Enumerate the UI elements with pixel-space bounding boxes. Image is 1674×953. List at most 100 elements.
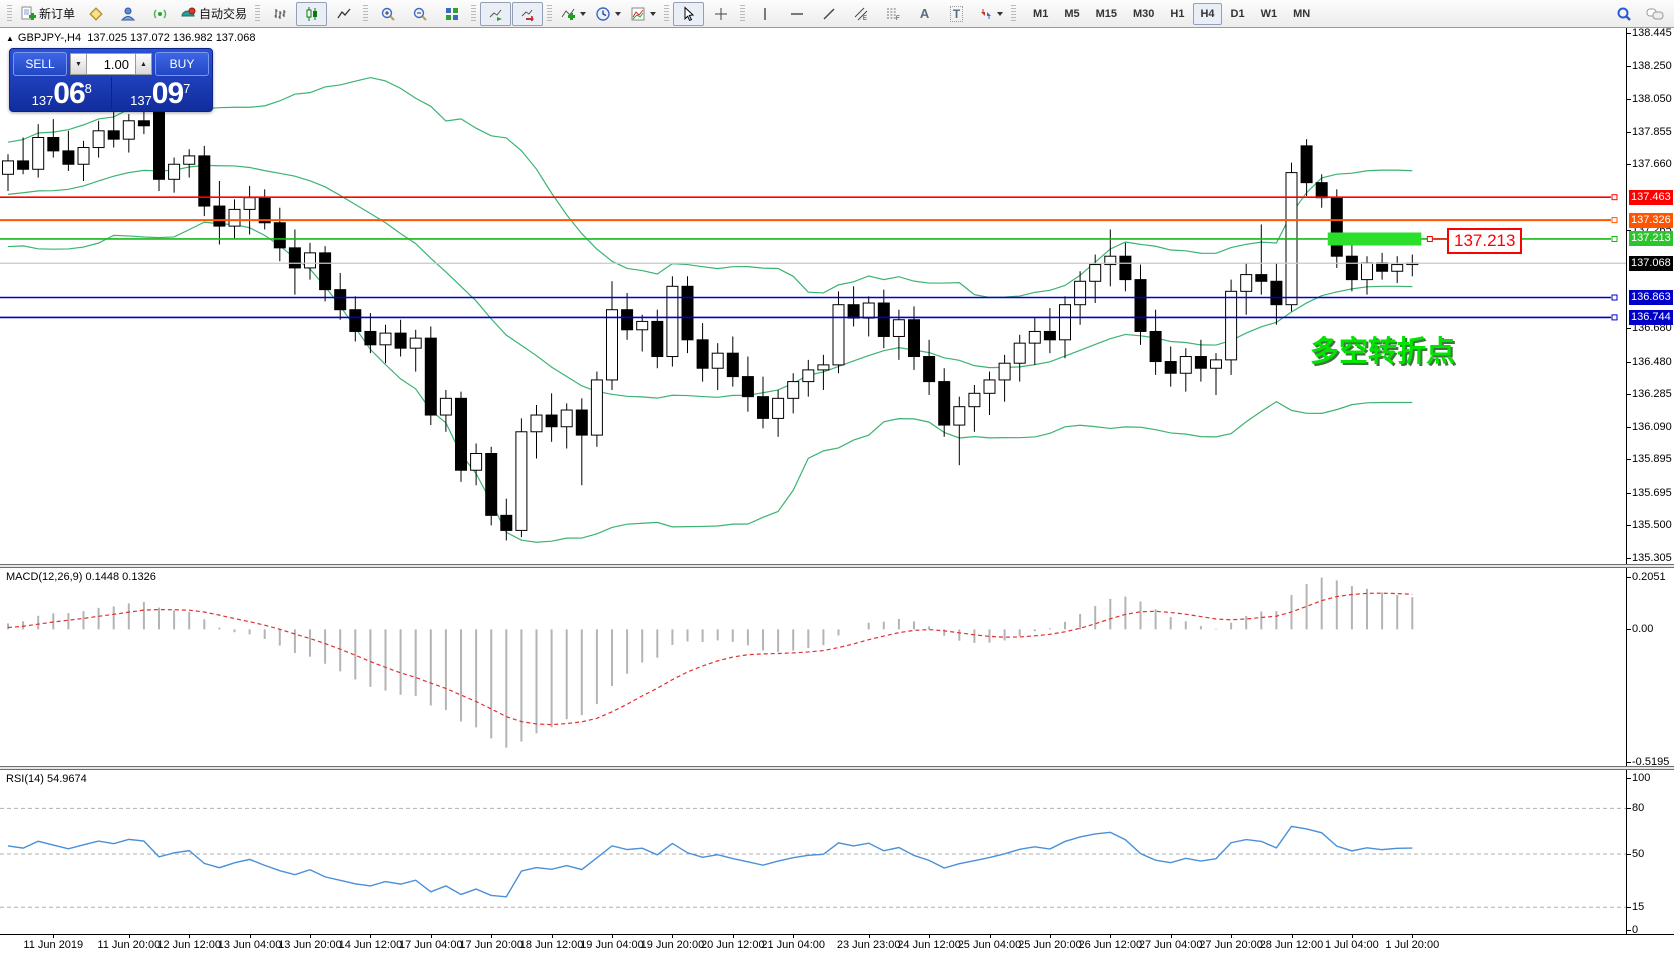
bullish-candle[interactable] [1391,264,1404,272]
line-end-marker[interactable] [1611,194,1618,201]
zoom-out-button[interactable] [404,2,435,26]
bearish-candle[interactable] [107,130,120,140]
candlestick-chart-button[interactable] [296,1,328,26]
bullish-candle[interactable] [560,409,573,428]
metaeditor-button[interactable] [80,2,111,26]
toolbar-drag-handle[interactable] [471,4,477,23]
line-end-marker[interactable] [1611,314,1618,321]
auto-scroll-button[interactable] [480,1,512,26]
bearish-candle[interactable] [1315,182,1328,199]
bullish-candle[interactable] [666,285,679,358]
text-tool-button[interactable]: A [909,2,940,26]
bearish-candle[interactable] [877,302,890,337]
bullish-candle[interactable] [817,364,830,371]
toolbar-drag-handle[interactable] [740,4,746,23]
timeframe-MN[interactable]: MN [1293,7,1311,20]
bearish-candle[interactable] [923,356,936,383]
toolbar-drag-handle[interactable] [1011,4,1017,23]
volume-down-button[interactable]: ▼ [70,53,87,75]
fibonacci-button[interactable]: F [877,2,908,26]
bearish-candle[interactable] [1149,330,1162,363]
bearish-candle[interactable] [500,514,513,531]
sell-button[interactable]: SELL [13,52,67,76]
vertical-line-button[interactable] [749,2,780,26]
bullish-candle[interactable] [92,130,105,149]
bullish-candle[interactable] [439,397,452,416]
bearish-candle[interactable] [1164,361,1177,374]
rsi-pane[interactable] [0,770,1626,934]
search-button[interactable] [1608,2,1639,26]
bearish-candle[interactable] [908,319,920,358]
indicators-button[interactable] [556,2,590,26]
bullish-candle[interactable] [892,319,905,337]
periods-button[interactable] [591,2,625,26]
bullish-candle[interactable] [1028,330,1041,344]
line-chart-button[interactable] [328,2,359,26]
bearish-candle[interactable] [349,309,362,332]
bearish-candle[interactable] [681,285,694,341]
bearish-candle[interactable] [1345,255,1358,281]
bullish-candle[interactable] [379,332,392,346]
bullish-candle[interactable] [183,155,196,165]
pane-splitter[interactable] [0,766,1674,770]
equidistant-channel-button[interactable]: E [845,2,876,26]
chart-annotation-text[interactable]: 多空转折点 [1310,336,1456,368]
chart-shift-button[interactable] [512,1,544,26]
bearish-candle[interactable] [153,111,165,180]
bearish-candle[interactable] [545,414,558,428]
bearish-candle[interactable] [288,247,301,269]
bullish-candle[interactable] [772,397,785,419]
bearish-candle[interactable] [1043,330,1056,341]
bearish-candle[interactable] [1270,280,1283,306]
timeframe-H4[interactable]: H4 [1193,2,1222,25]
timeframe-H1[interactable]: H1 [1170,7,1185,20]
bearish-candle[interactable] [364,330,377,346]
bearish-candle[interactable] [696,339,709,369]
bullish-candle[interactable] [1059,304,1071,341]
bullish-candle[interactable] [2,160,14,175]
bullish-candle[interactable] [832,304,845,366]
bearish-candle[interactable] [741,376,754,398]
bullish-candle[interactable] [862,302,875,319]
time-axis[interactable]: 11 Jun 2019 11 Jun 20:00 12 Jun 12:00 13 Ju… [0,934,1674,953]
horizontal-line-button[interactable] [781,2,812,26]
pane-splitter[interactable] [0,564,1674,568]
bullish-candle[interactable] [1074,280,1087,306]
timeframe-M30[interactable]: M30 [1133,7,1155,20]
timeframe-W1[interactable]: W1 [1260,7,1278,20]
line-end-marker[interactable] [1611,294,1618,301]
bearish-candle[interactable] [213,205,226,227]
toolbar-drag-handle[interactable] [547,4,553,23]
collapse-arrow-icon[interactable]: ▲ [6,34,14,43]
bullish-candle[interactable] [530,414,543,433]
cursor-button[interactable] [673,1,705,26]
bearish-candle[interactable] [847,304,860,319]
bullish-candle[interactable] [122,120,135,140]
bullish-candle[interactable] [77,147,90,165]
signals-button[interactable] [144,2,175,26]
templates-button[interactable] [626,2,660,26]
bollinger-lower-band[interactable] [7,221,1413,543]
buy-button[interactable]: BUY [155,52,209,76]
bullish-candle[interactable] [1089,264,1102,282]
bullish-candle[interactable] [606,309,618,381]
bullish-candle[interactable] [636,320,649,331]
bullish-candle[interactable] [1361,262,1373,281]
macd-pane[interactable] [0,568,1626,766]
bearish-candle[interactable] [1300,145,1313,184]
tile-windows-button[interactable] [436,2,467,26]
toolbar-drag-handle[interactable] [255,4,261,23]
bearish-candle[interactable] [47,136,60,152]
timeframe-D1[interactable]: D1 [1230,7,1245,20]
bearish-candle[interactable] [17,160,30,170]
bullish-candle[interactable] [953,406,966,426]
bearish-candle[interactable] [198,155,211,207]
bearish-candle[interactable] [455,397,467,471]
toolbar-drag-handle[interactable] [363,4,369,23]
highlight-zone[interactable] [1327,232,1422,246]
bearish-candle[interactable] [651,320,664,358]
volume-up-button[interactable]: ▲ [135,53,152,75]
bearish-candle[interactable] [485,453,498,516]
bearish-candle[interactable] [1330,197,1343,257]
bullish-candle[interactable] [590,379,603,436]
